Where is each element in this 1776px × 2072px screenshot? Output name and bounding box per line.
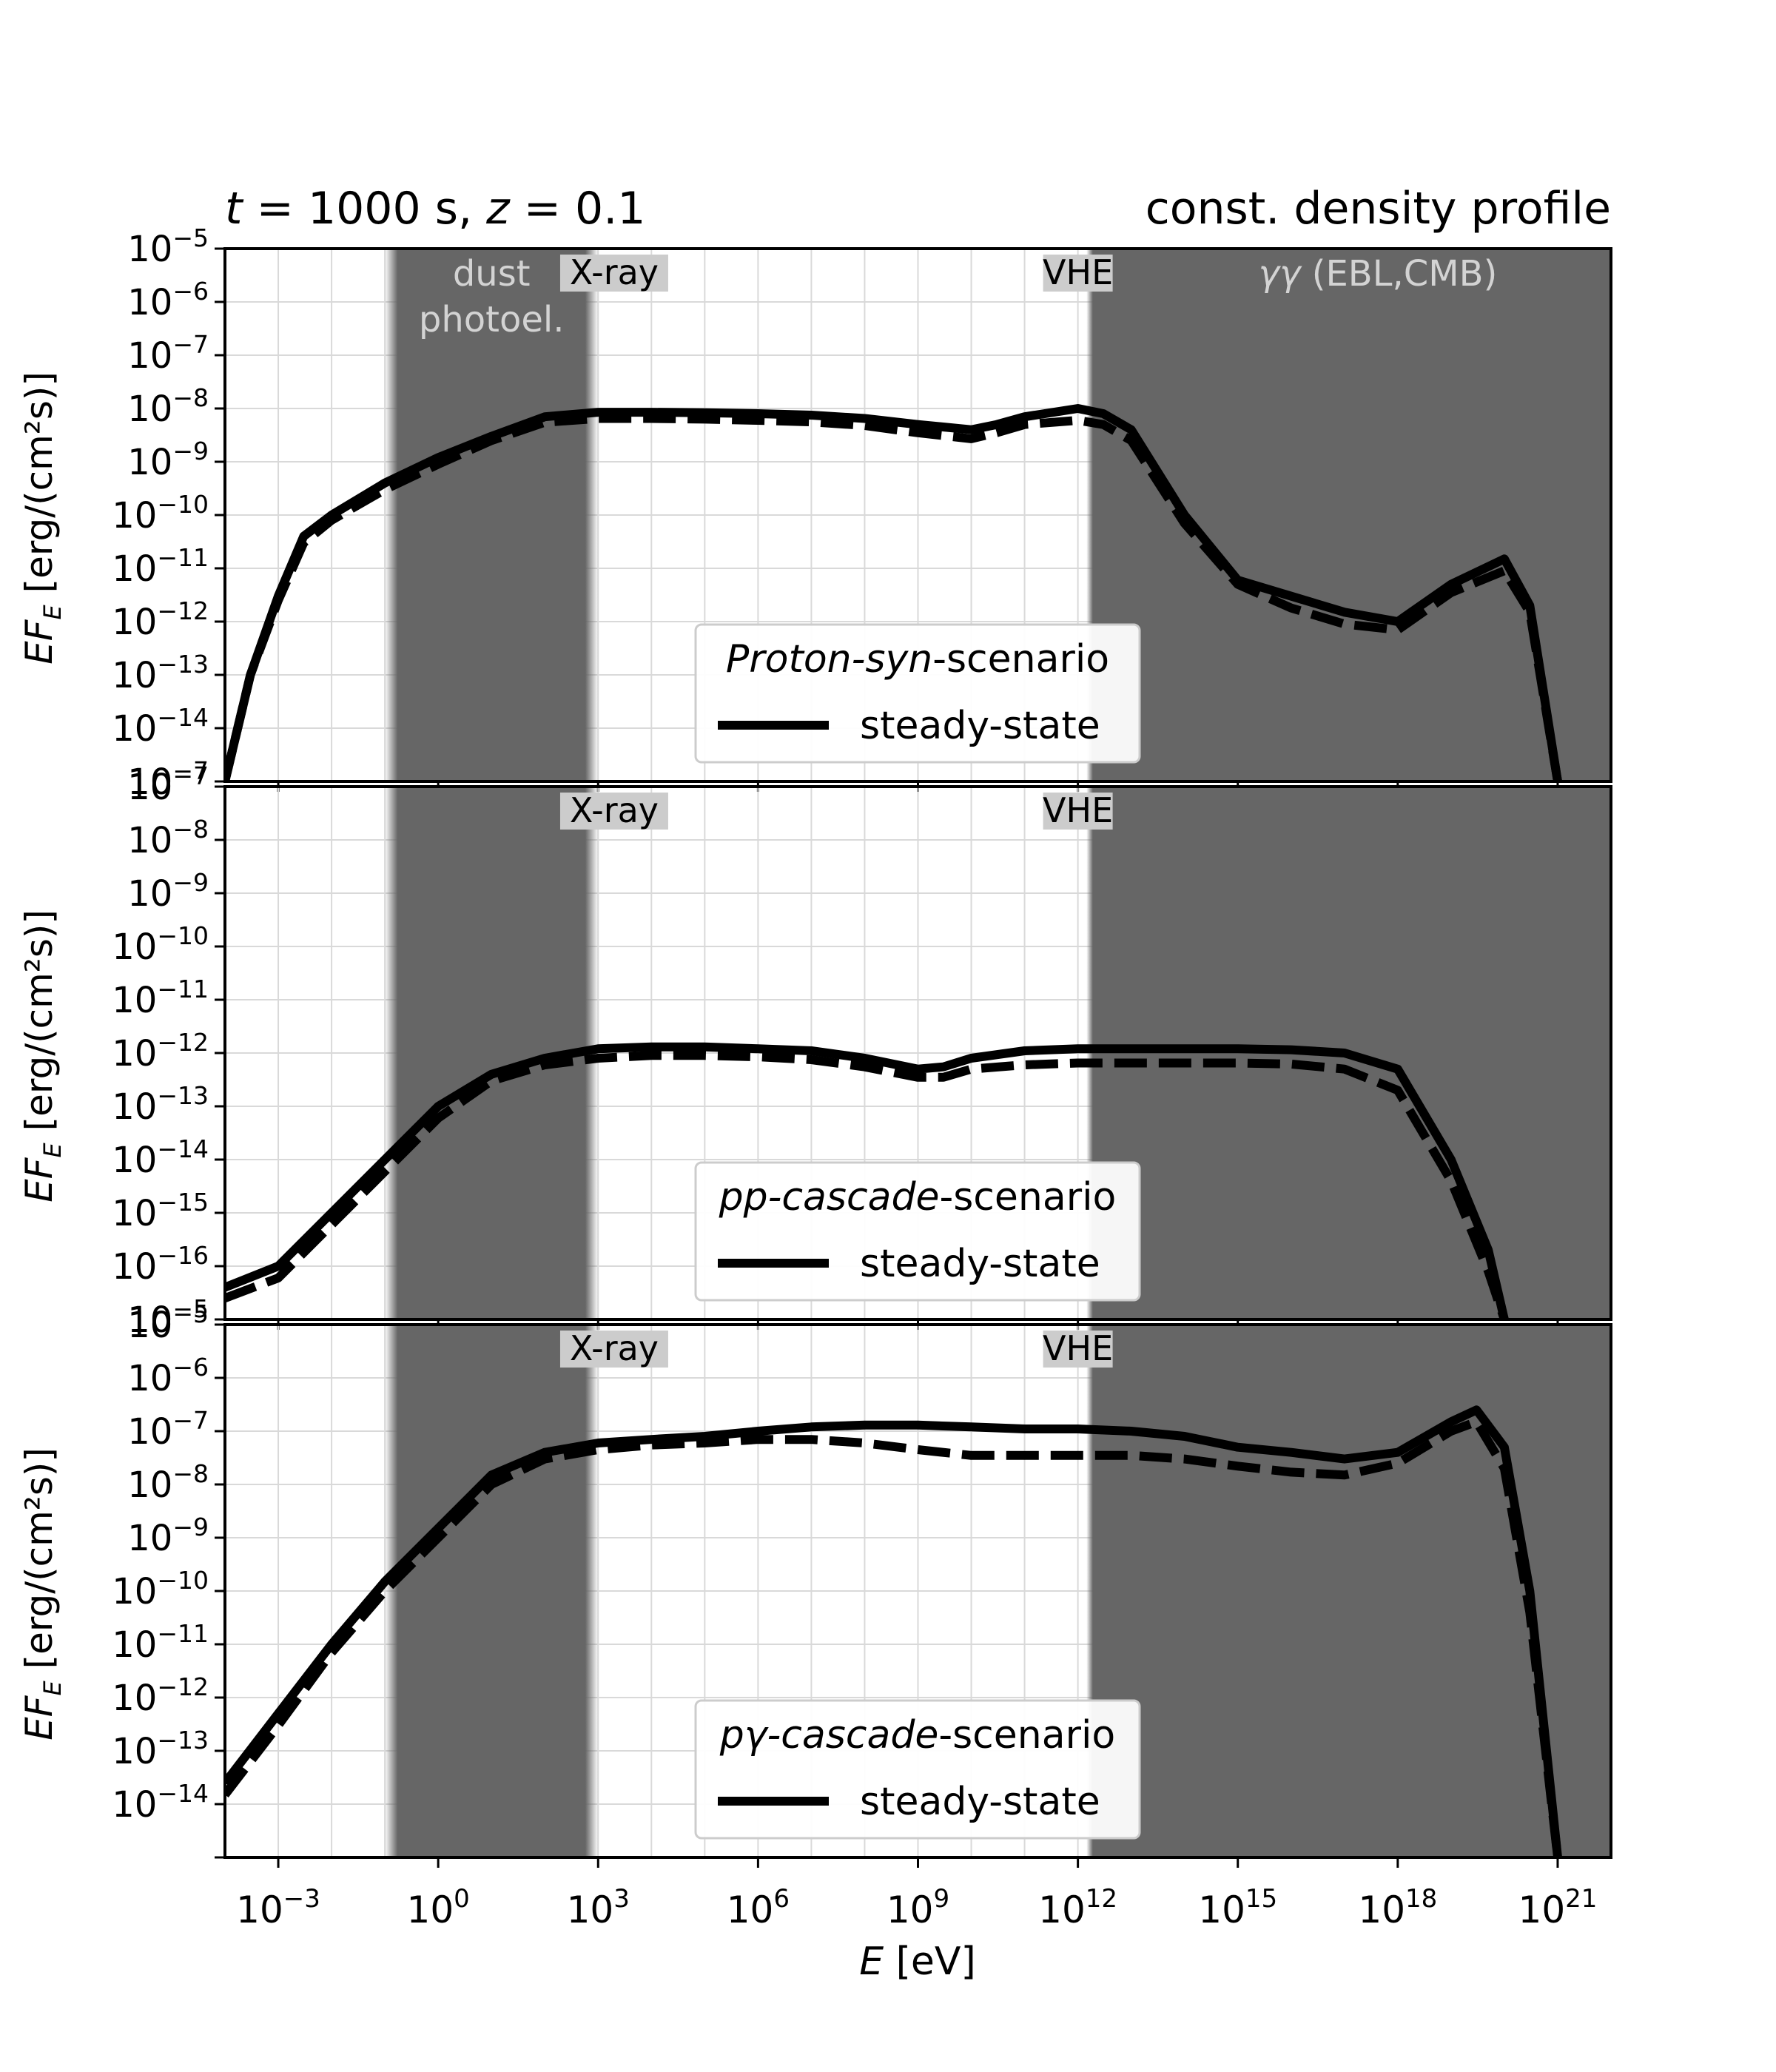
y-tick-label: 10−14 (112, 1779, 209, 1826)
y-ticks: 10−5 10−6 10−7 10−8 10−9 10−10 10−11 10−12 10−13… (112, 1299, 225, 1859)
x-tick-label: 1018 (1358, 1884, 1437, 1931)
y-tick-label: 10−12 (112, 1028, 209, 1074)
series-lines (225, 1042, 1509, 1319)
y-tick-label: 10−7 (127, 1406, 209, 1453)
dust-photoel-band (385, 249, 599, 781)
y-tick-label: 10−9 (127, 1513, 209, 1559)
series-steady-state-solid (225, 1405, 1562, 1857)
legend: pγ-cascade-scenario steady-state (694, 1699, 1141, 1840)
series-dashed (225, 1051, 1509, 1319)
y-tick-label: 10−9 (127, 868, 209, 915)
y-tick-label: 10−5 (127, 1299, 209, 1346)
vhe-label: VHE (1043, 1328, 1113, 1368)
dust-band-label: photoel. (419, 299, 565, 340)
x-tick-label: 10−3 (236, 1884, 320, 1931)
y-ticks: 10−7 10−8 10−9 10−10 10−11 10−12 10−13 10−14 10−… (112, 761, 225, 1341)
x-ray-label: X-ray (570, 1328, 659, 1368)
y-tick-label: 10−12 (112, 596, 209, 643)
y-tick-label: 10−13 (112, 650, 209, 696)
y-tick-label: 10−16 (112, 1241, 209, 1288)
y-tick-label: 10−10 (112, 921, 209, 968)
y-tick-label: 10−10 (112, 490, 209, 536)
legend-title: pγ-cascade-scenario (719, 1713, 1115, 1758)
vhe-label: VHE (1043, 252, 1113, 292)
series-lines (225, 404, 1562, 781)
vhe-label-bg (1043, 1331, 1113, 1368)
series-steady-state-solid (225, 404, 1562, 781)
y-tick-label: 10−14 (112, 703, 209, 750)
y-tick-label: 10−14 (112, 1134, 209, 1181)
panel-pgamma-cascade: X-ray VHE10−510−610−710−810−910−1010−1110… (112, 1299, 1612, 1868)
y-tick-label-overlap: 10−7 (127, 756, 209, 803)
x-tick-label: 100 (407, 1884, 470, 1931)
y-tick-label: 10−8 (127, 1459, 209, 1506)
x-axis-label: E [eV] (859, 1940, 976, 1984)
x-tick-label: 1021 (1518, 1884, 1598, 1931)
gamma-gamma-band (1086, 249, 1611, 781)
vhe-label-bg (1043, 255, 1113, 292)
series-lines (225, 1405, 1562, 1857)
series-dashed (225, 1417, 1562, 1857)
y-axis-label-2: EFE [erg/(cm²s)] (18, 909, 67, 1202)
x-ray-label: X-ray (570, 252, 659, 292)
legend-entry: steady-state (860, 1780, 1100, 1824)
legend-title: pp-cascade-scenario (719, 1175, 1117, 1220)
y-tick-label: 10−5 (127, 223, 209, 270)
y-tick-label: 10−6 (127, 277, 209, 323)
x-tick-label: 103 (567, 1884, 630, 1931)
x-tick-label: 106 (727, 1884, 790, 1931)
y-axis-label-3: EFE [erg/(cm²s)] (18, 1447, 67, 1740)
legend: pp-cascade-scenario steady-state (694, 1161, 1141, 1302)
y-axis-label-1: EFE [erg/(cm²s)] (18, 371, 67, 665)
y-tick-label: 10−8 (127, 383, 209, 430)
figure-title-left: t = 1000 s, z = 0.1 (225, 183, 645, 235)
x-ray-label-bg (559, 1331, 668, 1368)
panel-pp-cascade: X-ray VHE 10−7 10−8 10−9 10−10 10−11 10−12 10−13… (112, 761, 1612, 1341)
y-tick-label: 10−11 (112, 1619, 209, 1666)
gamma-gamma-band-label: γγ (EBL,CMB) (1259, 253, 1498, 295)
legend-title: Proton-syn-scenario (726, 637, 1109, 682)
gamma-gamma-band (1086, 1325, 1611, 1857)
vhe-label: VHE (1043, 790, 1113, 830)
series-dashed (225, 414, 1562, 781)
y-tick-label: 10−13 (112, 1726, 209, 1772)
y-tick-label: 10−15 (112, 1188, 209, 1234)
legend: Proton-syn-scenario steady-state (694, 623, 1141, 764)
legend-entry: steady-state (860, 1242, 1100, 1286)
y-tick-label: 10−6 (127, 1353, 209, 1399)
y-tick-label: 10−8 (127, 815, 209, 861)
x-ticks (277, 1857, 1559, 1868)
y-tick-label: 10−11 (112, 543, 209, 590)
y-tick-label: 10−9 (127, 437, 209, 483)
x-ray-label: X-ray (570, 790, 659, 830)
x-tick-labels: 10−3 100 103 106 109 1012 1015 1018 1021 (236, 1884, 1597, 1931)
y-tick-label: 10−10 (112, 1566, 209, 1612)
x-ray-label-bg (559, 255, 668, 292)
legend-entry: steady-state (860, 704, 1100, 748)
y-tick-label-overlap: 10−5 (127, 1294, 209, 1341)
dust-band-label: dust (453, 253, 531, 295)
dust-photoel-band (385, 1325, 599, 1857)
y-tick-label: 10−12 (112, 1672, 209, 1719)
vhe-label-bg (1043, 793, 1113, 830)
axes-frame (223, 785, 1612, 1321)
y-tick-label: 10−7 (127, 761, 209, 808)
y-ticks: 10−5 10−6 10−7 10−8 10−9 10−10 10−11 10−12 10−13… (112, 223, 225, 803)
figure-title-right: const. density profile (1146, 183, 1611, 235)
y-tick-label: 10−11 (112, 975, 209, 1021)
axes-frame (223, 1323, 1612, 1859)
x-tick-label: 109 (887, 1884, 949, 1931)
x-tick-label: 1012 (1038, 1884, 1117, 1931)
series-steady-state-solid (225, 1042, 1509, 1319)
x-tick-label: 1015 (1198, 1884, 1277, 1931)
x-ray-label-bg (559, 793, 668, 830)
axes-frame (223, 247, 1612, 783)
y-tick-label: 10−13 (112, 1081, 209, 1128)
y-tick-label: 10−7 (127, 330, 209, 377)
